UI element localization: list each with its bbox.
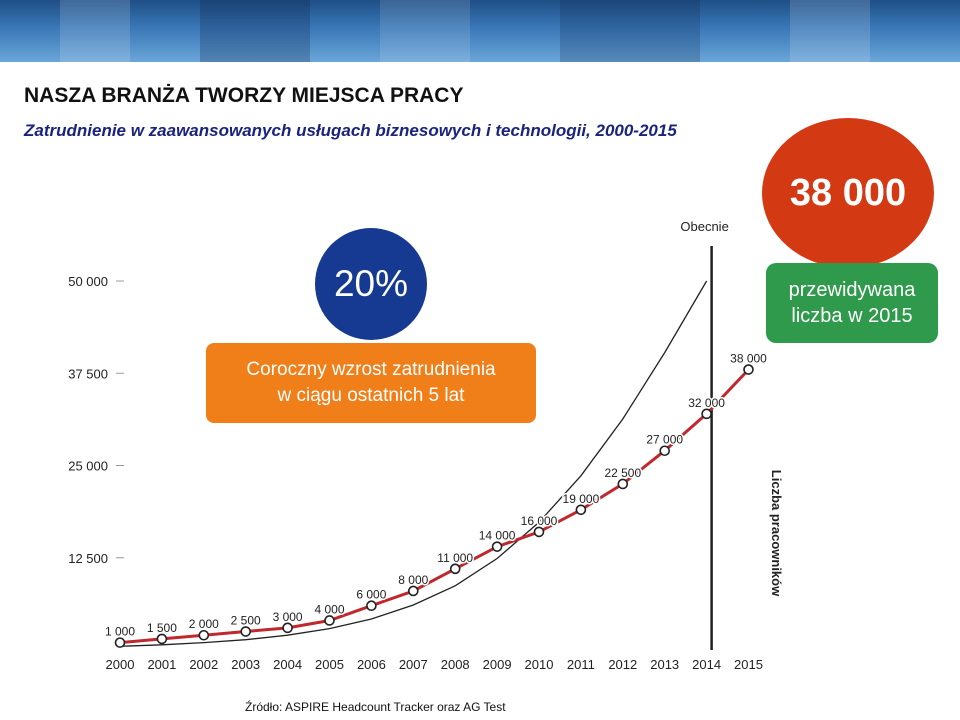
- banner-stripe: [560, 0, 700, 62]
- data-label: 38 000: [730, 352, 767, 366]
- growth-caption-line1: Coroczny wzrost zatrudnienia: [246, 359, 496, 380]
- x-tick-label: 2010: [525, 657, 554, 672]
- page-title: NASZA BRANŻA TWORZY MIEJSCA PRACY: [24, 84, 464, 107]
- header-banner: [0, 0, 960, 62]
- x-tick-label: 2013: [650, 657, 679, 672]
- current-year-label: Obecnie: [680, 219, 728, 234]
- data-label: 11 000: [437, 551, 473, 565]
- data-label: 16 000: [521, 514, 558, 528]
- data-point: [659, 445, 671, 457]
- forecast-circle: 38 000: [762, 118, 934, 268]
- data-point: [114, 637, 126, 648]
- data-label: 22 500: [604, 466, 641, 480]
- x-tick-label: 2000: [106, 657, 135, 672]
- x-tick-label: 2002: [189, 657, 218, 672]
- data-label: 14 000: [479, 529, 516, 543]
- x-tick-label: 2007: [399, 657, 428, 672]
- data-point: [407, 585, 419, 597]
- data-label: 32 000: [688, 396, 725, 410]
- x-tick-label: 2009: [483, 657, 512, 672]
- y-tick-label: 12 500: [68, 551, 108, 566]
- y-tick-label: 50 000: [68, 274, 108, 289]
- x-tick-label: 2014: [692, 657, 721, 672]
- data-point: [449, 563, 461, 575]
- forecast-box: przewidywana liczba w 2015: [766, 263, 938, 343]
- x-axis: 2000 2001 2002 2003 2004 2005 2006 2007 2008 2009…: [106, 657, 763, 672]
- data-label: 2 000: [189, 617, 219, 631]
- banner-stripe: [790, 0, 870, 62]
- data-point: [701, 408, 712, 420]
- data-label: 6 000: [356, 588, 386, 602]
- forecast-caption-line1: przewidywana: [788, 279, 916, 301]
- forecast-caption-line2: liczba w 2015: [791, 305, 913, 327]
- data-label: 8 000: [398, 573, 428, 587]
- data-point: [533, 526, 545, 538]
- banner-stripe: [200, 0, 310, 62]
- series-points: 1 000 1 500 2 000 2 500 3 000 4 000 6 000 8 000…: [103, 350, 769, 648]
- x-tick-label: 2011: [567, 657, 595, 672]
- x-tick-label: 2004: [273, 657, 302, 672]
- x-tick-label: 2005: [315, 657, 344, 672]
- y-tick-label: 37 500: [68, 366, 108, 381]
- data-point: [240, 626, 251, 637]
- data-label: 19 000: [563, 492, 600, 506]
- data-point: [575, 504, 587, 516]
- trend-curve: [119, 280, 708, 647]
- data-point: [491, 541, 503, 552]
- page-subtitle: Zatrudnienie w zaawansowanych usługach b…: [24, 121, 677, 140]
- banner-stripe: [60, 0, 130, 62]
- x-tick-label: 2015: [734, 657, 763, 672]
- data-label: 4 000: [314, 602, 344, 616]
- data-point: [617, 478, 629, 490]
- data-point: [366, 600, 377, 612]
- y-axis: 12 500 25 000 37 500 50 000: [68, 274, 124, 566]
- data-label: 1 500: [147, 621, 177, 635]
- series-line: [119, 368, 750, 645]
- x-tick-label: 2001: [147, 657, 176, 672]
- data-label: 1 000: [105, 625, 135, 639]
- source-note: Źródło: ASPIRE Headcount Tracker oraz AG…: [245, 700, 506, 714]
- banner-stripe: [380, 0, 470, 62]
- data-point: [198, 629, 210, 641]
- x-tick-label: 2012: [608, 657, 637, 672]
- data-point: [743, 364, 754, 375]
- data-label: 3 000: [273, 610, 303, 624]
- y-axis-title: Liczba pracowników: [769, 470, 784, 597]
- growth-box: Coroczny wzrost zatrudnienia w ciągu ost…: [206, 343, 536, 423]
- data-point: [324, 615, 335, 626]
- x-tick-label: 2003: [231, 657, 260, 672]
- data-label: 2 500: [231, 614, 261, 628]
- x-tick-label: 2008: [441, 657, 470, 672]
- data-point: [156, 633, 168, 645]
- growth-caption-line2: w ciągu ostatnich 5 lat: [277, 385, 465, 406]
- growth-rate-circle: 20%: [315, 228, 427, 340]
- y-tick-label: 25 000: [68, 459, 108, 474]
- x-tick-label: 2006: [357, 657, 386, 672]
- data-point: [282, 622, 293, 634]
- data-label: 27 000: [646, 433, 683, 447]
